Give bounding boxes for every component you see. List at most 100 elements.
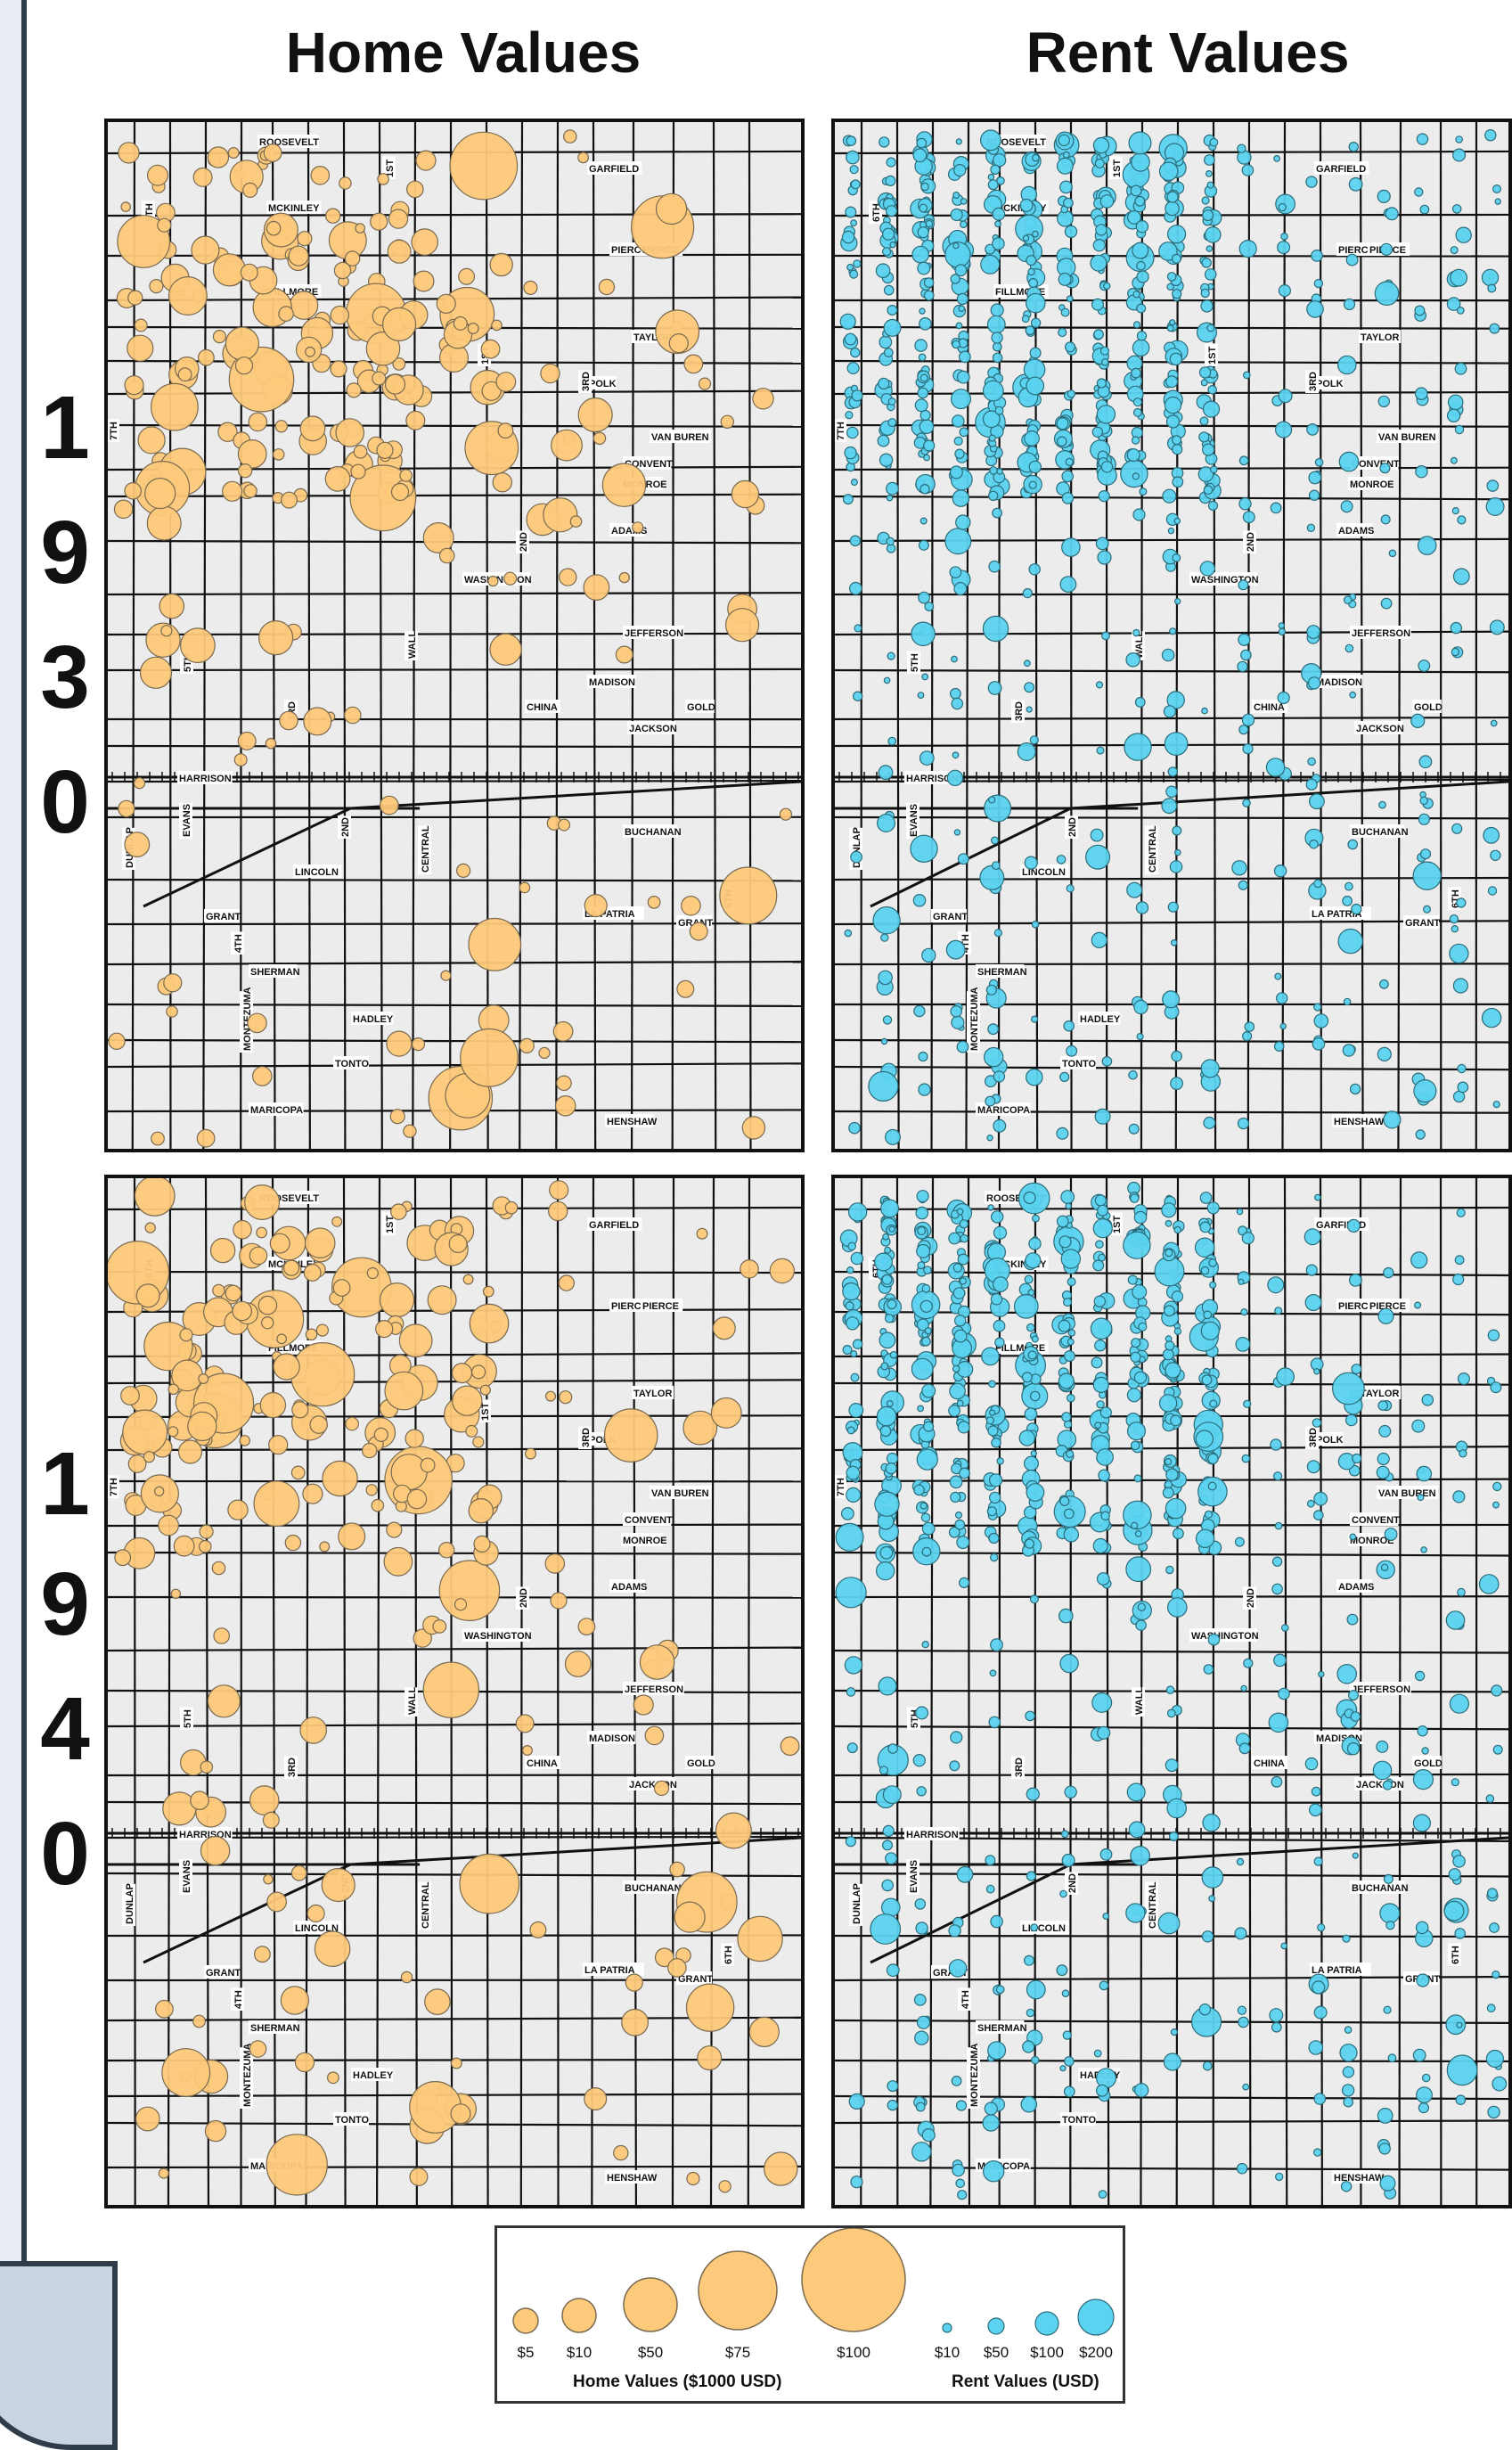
street-label: TAYLOR [1361,1389,1399,1399]
legend-rent-label: $100 [1030,2344,1064,2361]
street-label: MARICOPA [250,1105,303,1116]
street-label: EVANS [909,1860,919,1893]
street-label: HADLEY [1080,1014,1121,1025]
street-label: CENTRAL [1148,825,1158,873]
street-label: EVANS [182,804,192,837]
map-home-1940: ROOSEVELTGARFIELDMCKINLEYPIERCEFILLMOREP… [104,1175,805,2208]
street-label: DUNLAP [125,1883,135,1924]
street-label: LINCOLN [295,1923,339,1934]
street-label: GRANT [1405,918,1440,929]
street-label: MADISON [589,677,635,688]
street-label: MONROE [623,1536,667,1546]
street-label: 1ST [1112,160,1123,177]
street-label: CENTRAL [421,1881,431,1929]
street-label: HARRISON [906,1830,959,1840]
legend-symbols [512,2227,1115,2336]
street-label: TONTO [1062,2115,1097,2126]
legend-home-5-symbol [512,2307,539,2334]
street-label: GOLD [1414,702,1443,713]
street-label: JACKSON [629,724,677,734]
street-label: 5TH [910,653,920,672]
street-label: TAYLOR [1361,332,1399,343]
street-label: 3RD [1014,1758,1025,1777]
street-label: 1ST [385,1216,396,1233]
map-home-1930: ROOSEVELTGARFIELDMCKINLEYPIERCEFILLMOREP… [104,119,805,1152]
street-grid: ROOSEVELTGARFIELDMCKINLEYPIERCEFILLMOREP… [108,1178,801,2205]
street-label: 7TH [836,422,846,440]
year-digit: 3 [40,627,90,727]
legend-home-label: $50 [637,2344,664,2361]
year-digit: 0 [40,1804,90,1904]
street-label: 3RD [287,1758,298,1777]
page-frame-corner [0,2261,118,2450]
street-label: HENSHAW [607,1117,658,1127]
street-label: ADAMS [1338,1582,1374,1593]
street-label: MONROE [1350,479,1394,490]
street-label: 3RD [581,1428,592,1447]
street-label: HENSHAW [607,2173,658,2184]
street-label: ADAMS [1338,526,1374,537]
legend-home-title: Home Values ($1000 USD) [573,2372,782,2391]
home-values-header: Home Values [285,20,642,85]
street-label: MONTEZUMA [242,987,253,1051]
street-label: HADLEY [353,1014,394,1025]
street-label: 4TH [233,1990,244,2009]
page-frame [0,0,27,2397]
street-label: GOLD [687,702,715,713]
map-rent-1940: ROOSEVELT GARFIELD MCKINLEY PIERCE FILLMORE P… [831,1175,1512,2208]
street-label: LINCOLN [295,867,339,878]
street-label: GOLD [1414,1758,1443,1769]
street-label: TONTO [335,1059,370,1069]
legend-home-label: $75 [724,2344,751,2361]
street-label: DUNLAP [852,1883,862,1924]
street-label: MARICOPA [977,1105,1030,1116]
street-label: CENTRAL [1148,1881,1158,1929]
street-label: HADLEY [353,2070,394,2081]
street-label: JACKSON [1356,1780,1404,1790]
street-label: TAYLOR [633,1389,672,1399]
year-digit: 1 [40,1434,90,1534]
street-label: 2ND [1067,817,1078,837]
street-label: JEFFERSON [625,1684,683,1695]
street-label: 6TH [723,1946,734,1964]
street-label: GRANT [678,1974,713,1985]
street-label: 1ST [1207,347,1218,365]
street-label: MCKINLEY [268,203,320,214]
street-label: POLK [1316,379,1344,389]
street-label: JEFFERSON [625,628,683,639]
map-legend: $5 $10 $50 $75 $100 $10 $50 $100 $200 Ho… [494,2225,1125,2404]
street-label: CENTRAL [421,825,431,873]
street-label: 3RD [1308,1428,1319,1447]
street-label: 2ND [340,817,351,837]
street-label: PIERCE [611,1301,648,1312]
legend-home-label: $100 [837,2344,870,2361]
street-label: WASHINGTON [1191,1631,1259,1642]
street-label: BUCHANAN [1352,827,1409,838]
street-label: MONTEZUMA [242,2043,253,2107]
street-label: VAN BUREN [1378,1488,1436,1499]
legend-rent-title: Rent Values (USD) [952,2372,1099,2391]
street-label: CONVENT [625,1515,673,1526]
street-label: MONTEZUMA [969,2043,980,2107]
street-label: GARFIELD [1316,164,1366,175]
legend-rent-label: $10 [934,2344,960,2361]
street-label: PIERCE [1338,1301,1375,1312]
street-label: CHINA [527,702,558,713]
street-label: 3RD [1014,701,1025,721]
street-label: BUCHANAN [625,827,682,838]
street-label: 3RD [581,372,592,391]
legend-home-100-symbol [801,2227,906,2332]
rent-value-symbols [835,1181,1508,2200]
street-label: TONTO [1062,1059,1097,1069]
rent-value-symbols [839,129,1505,1145]
legend-rent-100-symbol [1034,2311,1059,2336]
street-grid: ROOSEVELTGARFIELDMCKINLEYPIERCEFILLMOREP… [835,122,1508,1149]
street-label: VAN BUREN [651,432,709,443]
street-label: SHERMAN [250,2023,300,2034]
street-label: HENSHAW [1334,1117,1385,1127]
street-label: EVANS [909,804,919,837]
street-label: 2ND [519,1588,529,1608]
legend-rent-50-symbol [987,2317,1005,2335]
street-label: PIERCE [642,1301,679,1312]
street-label: PIERCE [1369,1301,1406,1312]
